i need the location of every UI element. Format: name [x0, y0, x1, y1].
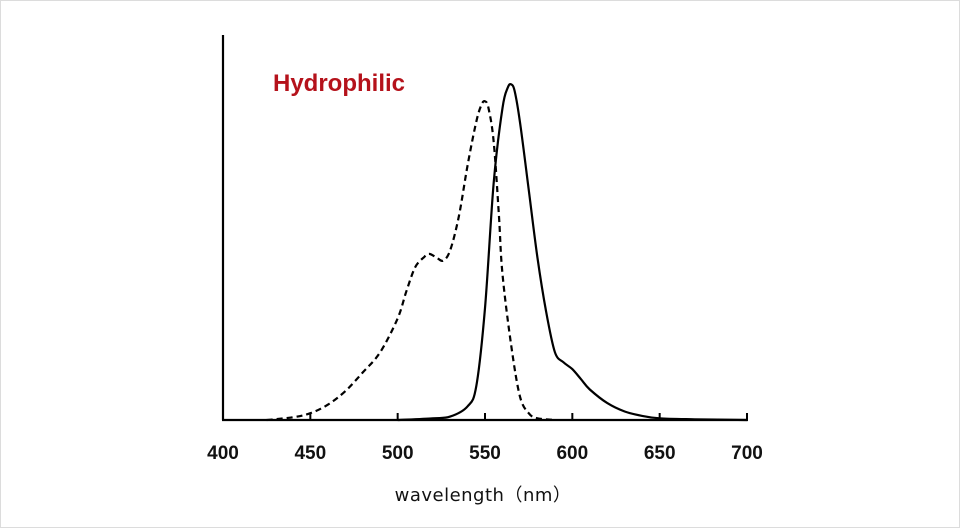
x-tick-label: 650 — [644, 443, 676, 464]
x-tick-label: 400 — [207, 443, 239, 464]
x-tick-label: 450 — [294, 443, 326, 464]
series-line-solid — [397, 83, 748, 422]
x-axis-title: wavelength（nm） — [395, 485, 572, 506]
annotation-label: Hydrophilic — [273, 70, 405, 97]
series-layer — [266, 83, 748, 422]
x-tick-label: 600 — [556, 443, 588, 464]
x-tick-label: 700 — [731, 443, 763, 464]
x-ticks: 400 450 500 550 600 650 700 — [207, 413, 763, 464]
series-line-dashed — [266, 100, 556, 422]
x-tick-label: 550 — [469, 443, 501, 464]
x-tick-label: 500 — [382, 443, 414, 464]
